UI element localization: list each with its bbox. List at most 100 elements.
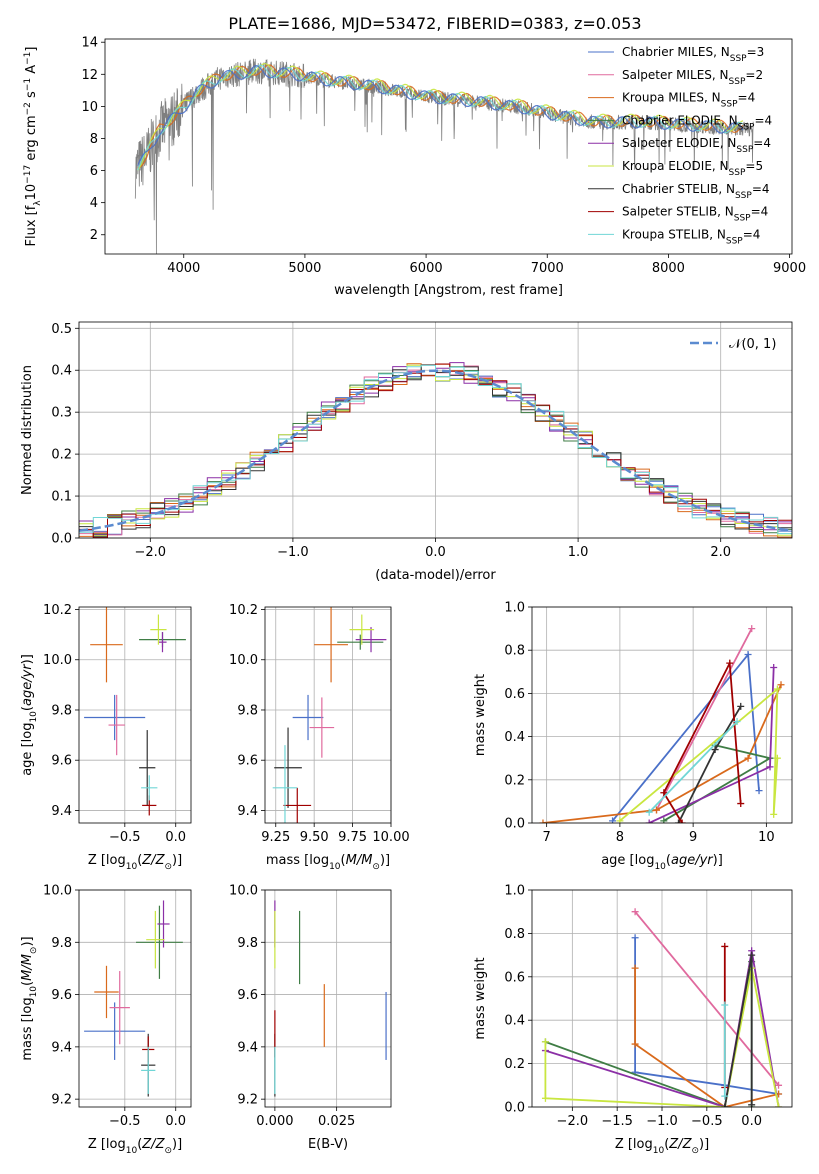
panel-age-vs-mass: 9.25 9.50 9.75 10.00 9.4 9.6 9.8 10.0 10.2 mass [… [229, 603, 410, 872]
weight-marker [631, 908, 639, 916]
weight-marker [674, 819, 682, 823]
observed-spectrum [134, 58, 754, 254]
x-tick-label: 9000 [773, 261, 806, 276]
weight-series [662, 659, 742, 823]
error-point [90, 607, 123, 683]
plot-area [84, 900, 183, 1097]
x-tick-label: 4000 [167, 261, 200, 276]
weight-marker [721, 1001, 729, 1009]
weight-marker [775, 1081, 783, 1089]
x-axis-label: (data-model)/error [375, 568, 496, 583]
error-point [337, 634, 384, 650]
panel-mass-vs-z: −0.5 0.0 9.2 9.4 9.6 9.8 10.0 Z [log10(Z/Z⊙)] ma… [20, 884, 192, 1156]
y-tick-label: 0.3 [51, 406, 72, 421]
error-point [150, 614, 167, 645]
error-point [94, 965, 119, 1019]
y-tick-label: 8 [90, 132, 98, 147]
y-tick-label: 10.0 [229, 884, 258, 899]
weight-series [648, 720, 738, 813]
weight-marker [721, 1103, 729, 1107]
x-tick-label: −0.5 [109, 830, 141, 845]
model-spectrum [137, 64, 744, 166]
plot-area [79, 362, 792, 538]
y-tick-label: 10 [81, 100, 98, 115]
x-tick-label: 0.0 [425, 545, 446, 560]
weight-marker [645, 808, 653, 816]
plot-root: 4000 5000 6000 7000 8000 9000 2 4 6 8 10 12 14 wavele… [20, 36, 806, 1156]
y-tick-label: 0.8 [504, 644, 525, 659]
x-axis-label: wavelength [Angstrom, rest frame] [334, 283, 563, 298]
weight-marker [721, 1092, 729, 1100]
axes-frame [531, 606, 793, 824]
error-point [158, 632, 167, 653]
x-tick-label: 5000 [288, 261, 321, 276]
x-tick-label: 8 [616, 830, 624, 845]
weight-marker [748, 951, 756, 959]
normal-curve [79, 369, 792, 532]
x-tick-label: −1.5 [601, 1114, 633, 1129]
x-tick-label: 9.50 [300, 830, 329, 845]
y-tick-label: 9.6 [237, 754, 258, 769]
x-tick-label: −1.0 [277, 545, 309, 560]
y-tick-label: 1.0 [504, 884, 525, 899]
model-spectrum [137, 64, 744, 169]
y-axis-label: Normed distribution [20, 365, 35, 495]
weight-marker [773, 685, 781, 693]
y-tick-label: 9.4 [237, 1040, 258, 1055]
legend-label: Chabrier ELODIE, NSSP=4 [622, 113, 772, 132]
x-tick-label: 6000 [410, 261, 443, 276]
plot-area [134, 58, 754, 254]
y-tick-label: 0.1 [51, 490, 72, 505]
y-tick-label: 0.0 [504, 817, 525, 832]
y-tick-label: 0.2 [504, 1057, 525, 1072]
weight-marker [631, 964, 639, 972]
x-tick-label: 7 [543, 830, 551, 845]
panel-weight-vs-age: 7 8 9 10 0.0 0.2 0.4 0.6 0.8 1.0 age [log10(age/yr… [473, 601, 793, 872]
y-tick-label: 9.6 [51, 988, 72, 1003]
error-point [84, 694, 146, 741]
x-tick-label: 0.025 [318, 1114, 355, 1129]
error-point [292, 694, 324, 741]
weight-marker [660, 817, 668, 823]
error-point [139, 730, 156, 806]
legend-label: Salpeter ELODIE, NSSP=4 [622, 136, 771, 155]
weight-marker [539, 819, 547, 823]
y-tick-label: 9.8 [51, 936, 72, 951]
y-tick-label: 10.0 [43, 653, 72, 668]
y-tick-label: 0.2 [51, 448, 72, 463]
x-tick-label: −0.5 [691, 1114, 723, 1129]
x-tick-label: 1.0 [568, 545, 589, 560]
figure-title: PLATE=1686, MJD=53472, FIBERID=0383, z=0… [228, 14, 641, 33]
y-tick-label: 0.6 [504, 687, 525, 702]
y-axis-label: Flux [fλ10−17 erg cm−2 s−1 A−1] [23, 47, 43, 247]
axes-frame [78, 321, 793, 539]
weight-marker [733, 717, 741, 725]
legend-label: Salpeter MILES, NSSP=2 [622, 68, 763, 87]
y-tick-label: 6 [90, 164, 98, 179]
axes-frame [264, 606, 392, 824]
panel-residuals: −2.0 −1.0 0.0 1.0 2.0 0.0 0.1 0.2 0.3 0.4 0.5 (data… [20, 321, 793, 583]
y-tick-label: 0.2 [504, 773, 525, 788]
y-tick-label: 0.0 [504, 1101, 525, 1116]
x-tick-label: 0.000 [256, 1114, 293, 1129]
plot-area [541, 908, 783, 1107]
y-tick-label: 9.4 [51, 804, 72, 819]
x-axis-label: E(B-V) [308, 1137, 348, 1152]
plot-area [274, 900, 387, 1097]
x-axis-label: Z [log10(Z/Z⊙)] [88, 1137, 182, 1156]
weight-marker [711, 746, 719, 754]
weight-marker [653, 806, 661, 814]
y-tick-label: 0.6 [504, 970, 525, 985]
axes-frame [78, 606, 192, 824]
weight-marker [775, 1103, 783, 1107]
x-tick-label: 2.0 [710, 545, 731, 560]
weight-marker [678, 819, 686, 823]
error-point [283, 787, 312, 823]
weight-marker [541, 1038, 549, 1046]
grid-lines [265, 889, 391, 1107]
y-axis-label: mass weight [473, 957, 488, 1039]
weight-series [542, 684, 782, 823]
y-tick-label: 9.6 [237, 988, 258, 1003]
y-tick-label: 2 [90, 228, 98, 243]
legend: Chabrier MILES, NSSP=3 Salpeter MILES, NS… [588, 45, 772, 246]
